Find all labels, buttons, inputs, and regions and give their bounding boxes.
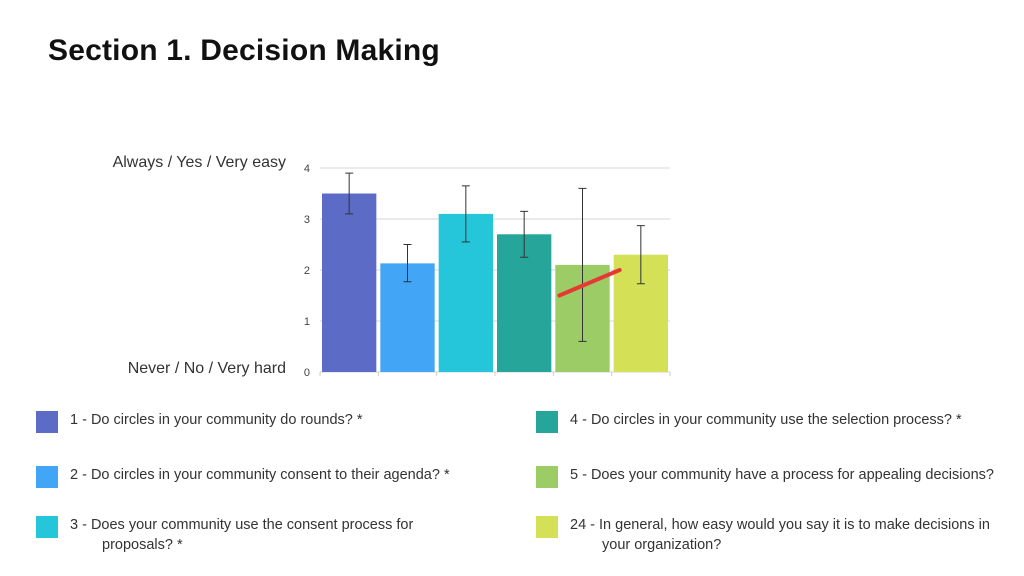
y-scale-label-bottom: Never / No / Very hard: [127, 360, 286, 377]
bar-1: [322, 193, 377, 372]
y-tick-label-4: 4: [304, 163, 310, 175]
y-tick-label-3: 3: [304, 214, 310, 226]
annotation-red-line: [557, 268, 622, 298]
y-scale-label-top: Always / Yes / Very easy: [112, 154, 286, 171]
y-tick-label-1: 1: [304, 316, 310, 328]
y-tick-label-2: 2: [304, 265, 310, 277]
page-title: Section 1. Decision Making: [48, 34, 440, 67]
y-tick-label-0: 0: [304, 367, 310, 379]
